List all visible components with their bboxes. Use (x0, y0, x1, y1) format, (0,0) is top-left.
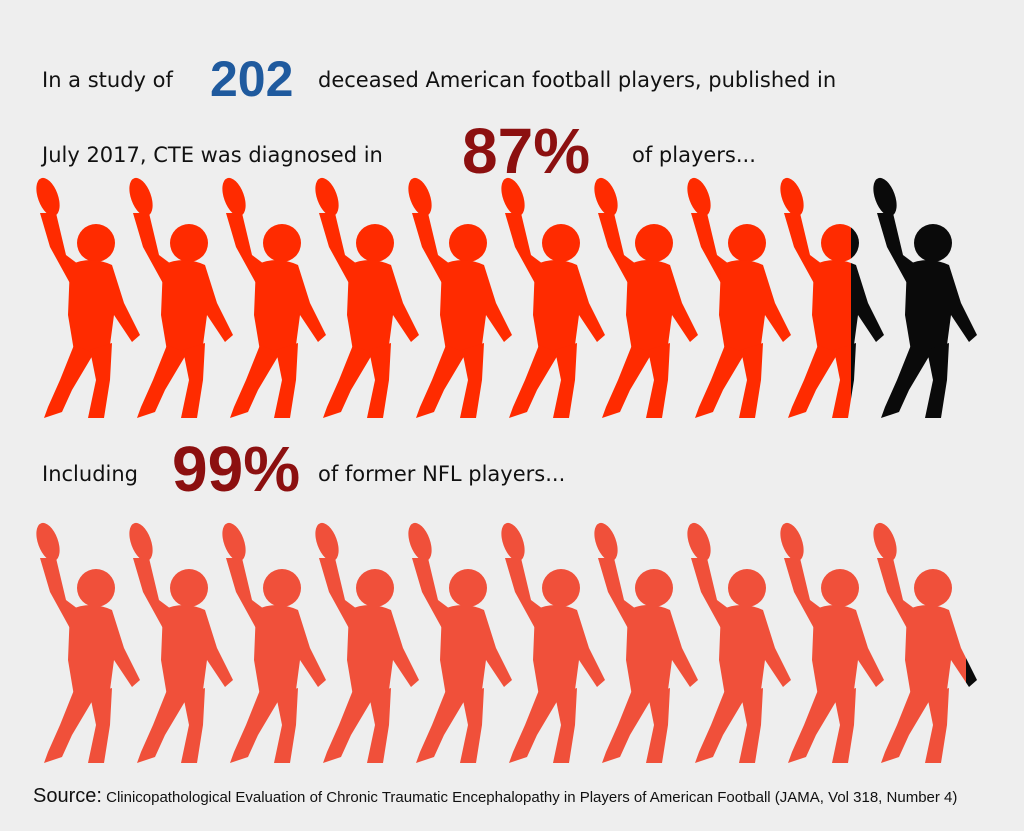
player-icon (217, 520, 326, 763)
player-filled (682, 175, 791, 418)
player-icon (310, 520, 419, 763)
player-filled (217, 520, 326, 763)
diagnosis-text: of players... (632, 143, 756, 167)
player-icon (403, 175, 512, 418)
player-icon (589, 175, 698, 418)
source-text: Clinicopathological Evaluation of Chroni… (106, 789, 958, 806)
intro-text: deceased American football players, publ… (318, 68, 837, 92)
player-rest (868, 175, 977, 418)
player-icon (589, 520, 698, 763)
player-filled (31, 175, 140, 418)
player-icon (496, 175, 605, 418)
player-filled (124, 175, 233, 418)
player-filled (310, 520, 419, 763)
source: Source: Clinicopathological Evaluation o… (33, 785, 1023, 807)
source-label: Source: (33, 785, 102, 807)
player-icon (775, 520, 884, 763)
player-filled (217, 175, 326, 418)
diagnosis-percent: 87% (462, 115, 591, 187)
player-filled (31, 520, 140, 763)
player-icon (682, 520, 791, 763)
player-icon (124, 175, 233, 418)
nfl-percent: 99% (172, 433, 301, 505)
player-filled (775, 520, 884, 763)
nfl-text: Including (42, 462, 138, 486)
player-icon (682, 175, 791, 418)
player-filled (124, 520, 233, 763)
player-filled (403, 520, 512, 763)
player-filled (868, 520, 966, 763)
player-icon (310, 175, 419, 418)
player-icon (868, 175, 977, 418)
player-filled (496, 175, 605, 418)
nfl-text: of former NFL players... (318, 462, 566, 486)
player-filled (589, 520, 698, 763)
player-icon (31, 175, 140, 418)
player-icon (124, 520, 233, 763)
intro-text: In a study of (42, 68, 173, 92)
player-filled (496, 520, 605, 763)
player-icon (868, 520, 977, 763)
player-filled (682, 520, 791, 763)
diagnosis-text: July 2017, CTE was diagnosed in (42, 143, 383, 167)
player-icon (775, 175, 884, 418)
player-icon (403, 520, 512, 763)
player-icon (31, 520, 140, 763)
study-count: 202 (210, 51, 294, 107)
pictographs (31, 175, 977, 763)
player-filled (403, 175, 512, 418)
player-filled (589, 175, 698, 418)
player-filled (775, 175, 851, 418)
player-icon (217, 175, 326, 418)
player-icon (496, 520, 605, 763)
player-filled (310, 175, 419, 418)
